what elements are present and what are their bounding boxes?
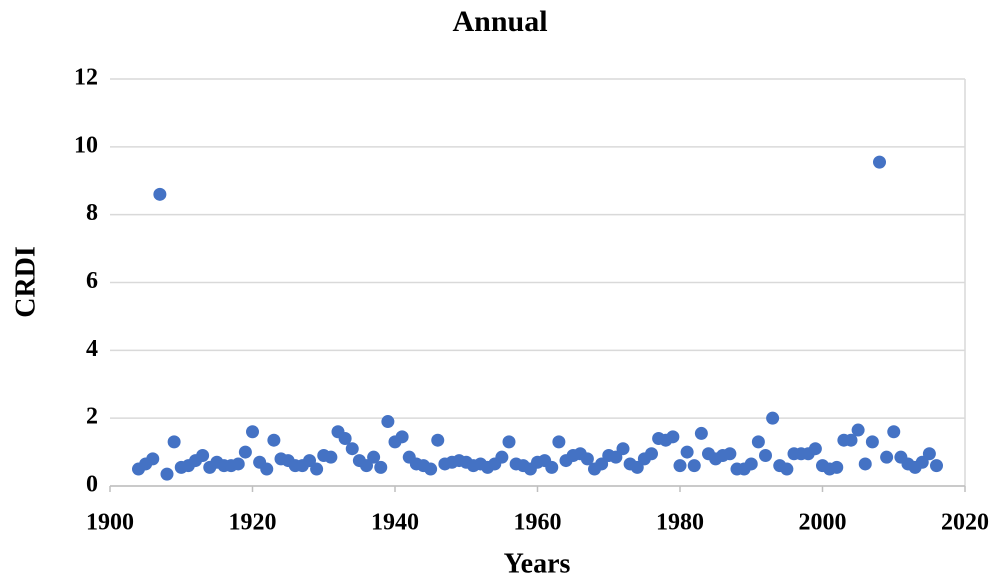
point [495, 450, 509, 464]
point [260, 462, 274, 476]
point [744, 457, 758, 471]
point [780, 462, 794, 476]
point [922, 447, 936, 461]
x-tick-label: 2020 [941, 510, 989, 536]
point [687, 459, 701, 473]
point [630, 460, 644, 474]
point [367, 450, 381, 464]
y-tick-label: 12 [74, 65, 98, 91]
x-axis-label: Years [504, 548, 571, 579]
point [858, 457, 872, 471]
point [645, 447, 658, 461]
point [231, 457, 245, 471]
point [880, 450, 894, 464]
point [759, 448, 772, 462]
point [751, 435, 765, 449]
point [424, 462, 438, 476]
point [345, 442, 359, 456]
point [360, 459, 373, 473]
point [580, 452, 594, 466]
point [865, 435, 879, 449]
x-tick-label: 1900 [86, 510, 134, 536]
y-axis-label: CRDI [10, 246, 41, 318]
point [395, 430, 409, 444]
point [238, 445, 252, 459]
point [338, 432, 352, 446]
point [766, 411, 780, 425]
point [167, 435, 181, 449]
point [374, 460, 388, 474]
point [616, 442, 630, 456]
point [146, 452, 160, 466]
point [915, 455, 929, 469]
point [267, 433, 281, 447]
point [844, 433, 858, 447]
point [873, 155, 886, 169]
point [595, 457, 609, 471]
point [246, 425, 259, 439]
y-tick-label: 8 [86, 200, 98, 226]
y-tick-label: 2 [86, 404, 98, 430]
x-tick-label: 1940 [371, 510, 419, 536]
point [887, 425, 901, 439]
y-tick-label: 10 [74, 132, 98, 158]
x-tick-label: 1980 [656, 510, 704, 536]
point [324, 450, 338, 464]
point [381, 415, 395, 429]
y-tick-label: 4 [86, 336, 98, 362]
point [930, 459, 943, 473]
y-tick-label: 6 [86, 268, 98, 294]
chart-title: Annual [452, 5, 547, 38]
point [431, 433, 445, 447]
x-tick-label: 1920 [229, 510, 277, 536]
point [310, 462, 324, 476]
point [830, 460, 844, 474]
point [303, 454, 316, 468]
x-tick-label: 1960 [514, 510, 562, 536]
point [673, 459, 687, 473]
point [694, 426, 708, 440]
x-tick-label: 2000 [799, 510, 847, 536]
point [851, 423, 865, 437]
point [552, 435, 566, 449]
point [196, 448, 210, 462]
point [160, 467, 174, 481]
point [666, 430, 680, 444]
point [680, 445, 694, 459]
point [502, 435, 516, 449]
point [609, 450, 623, 464]
y-tick-label: 0 [86, 472, 98, 498]
point [153, 187, 167, 201]
point [545, 460, 559, 474]
point [723, 447, 737, 461]
point [808, 442, 822, 456]
